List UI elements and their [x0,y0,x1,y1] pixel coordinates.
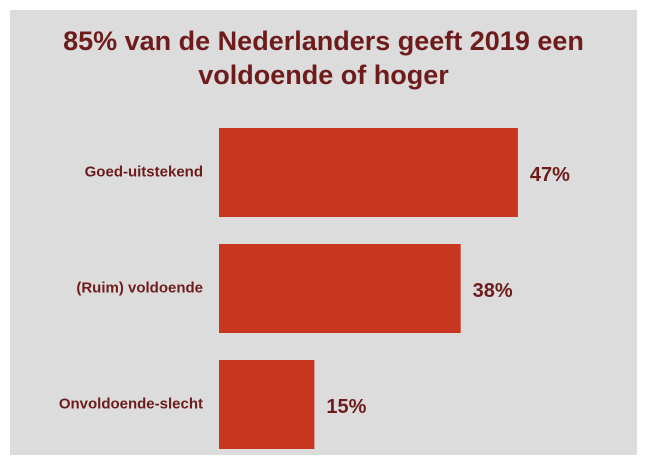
category-label: (Ruim) voldoende [76,279,203,296]
category-label: Goed-uitstekend [85,163,203,180]
bar [219,128,518,217]
bar [219,360,315,449]
value-label: 38% [473,280,513,302]
value-label: 15% [326,396,366,418]
bar [219,244,461,333]
chart-panel: 85% van de Nederlanders geeft 2019 een v… [10,10,637,455]
chart: Goed-uitstekend 47% (Ruim) voldoende 38% Onv… [59,128,570,449]
category-label: Onvoldoende-slecht [59,395,203,412]
value-label: 47% [530,164,570,186]
chart-title: 85% van de Nederlanders geeft 2019 een v… [63,26,584,90]
